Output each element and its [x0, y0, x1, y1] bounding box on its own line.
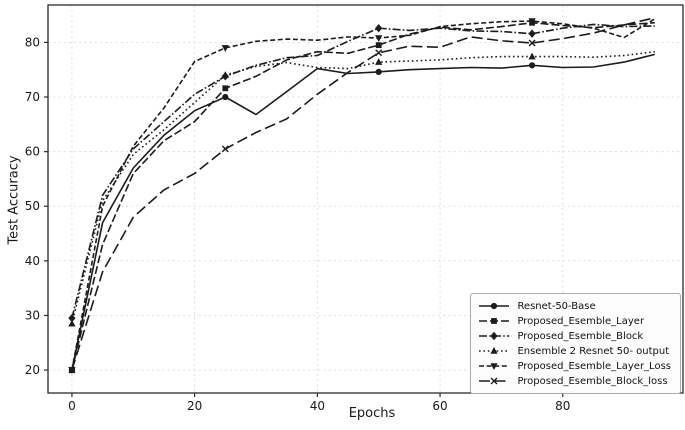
y-tick-label: 20 — [25, 363, 40, 377]
axis-ticks: 0 20 40 60 80 20 30 40 50 60 70 80 — [25, 35, 571, 413]
legend-item: Proposed_Esemble_Block_loss — [478, 374, 671, 388]
legend: Resnet-50-Base Proposed_Esemble_Layer Prop… — [470, 293, 681, 394]
x-tick-label: 60 — [432, 399, 447, 413]
series-ensemble-2-resnet-50-output — [68, 50, 655, 327]
legend-line-sample-diamond-icon — [479, 331, 510, 341]
legend-label: Proposed_Esemble_Layer — [517, 315, 645, 327]
series-proposed-esemble-block-loss — [68, 17, 655, 374]
x-axis-label: Epochs — [348, 406, 396, 421]
y-tick-label: 60 — [25, 145, 40, 159]
legend-line-sample-triangle-up-icon — [479, 347, 510, 354]
x-tick-label: 80 — [555, 399, 570, 413]
legend-item: Resnet-50-Base — [478, 299, 671, 313]
legend-line-sample-circle-icon — [479, 302, 510, 310]
y-tick-label: 40 — [25, 254, 40, 268]
legend-label: Resnet-50-Base — [517, 300, 596, 312]
plot-border — [47, 4, 684, 394]
legend-item: Proposed_Esemble_Layer — [478, 314, 671, 328]
legend-line-sample-square-icon — [479, 318, 510, 324]
legend-line-sample-triangle-down-icon — [479, 363, 510, 370]
x-tick-label: 0 — [68, 399, 76, 413]
y-tick-label: 30 — [25, 308, 40, 322]
legend-line-sample-x-icon — [479, 377, 510, 385]
legend-label: Proposed_Esemble_Layer_Loss — [517, 360, 671, 372]
x-tick-label: 40 — [310, 399, 325, 413]
legend-label: Proposed_Esemble_Block — [517, 330, 644, 342]
x-tick-label: 20 — [187, 399, 202, 413]
legend-item: Ensemble 2 Resnet 50- output — [478, 344, 671, 358]
legend-item: Proposed_Esemble_Block — [478, 329, 671, 343]
y-tick-label: 80 — [25, 35, 40, 49]
y-axis-label: Test Accuracy — [6, 155, 22, 245]
y-tick-label: 50 — [25, 199, 40, 213]
legend-item: Proposed_Esemble_Layer_Loss — [478, 359, 671, 373]
y-tick-label: 70 — [25, 90, 40, 104]
legend-label: Proposed_Esemble_Block_loss — [517, 375, 668, 387]
legend-label: Ensemble 2 Resnet 50- output — [517, 345, 670, 357]
